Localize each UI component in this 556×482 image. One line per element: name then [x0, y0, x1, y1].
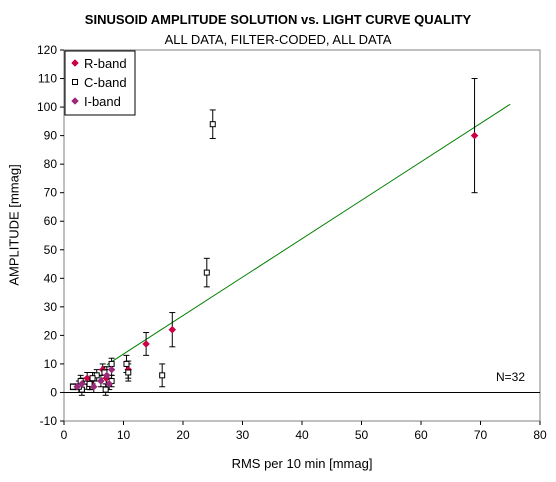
r-band-point	[142, 340, 150, 348]
y-tick-label: 100	[37, 100, 57, 114]
legend: R-band C-band I-band	[64, 50, 136, 116]
c-band-point	[125, 369, 132, 376]
r-band-point	[168, 325, 177, 334]
axis-ticks	[60, 49, 541, 425]
i-band-point	[77, 380, 86, 388]
error-bars	[69, 78, 478, 396]
legend-marker-r-band	[71, 59, 79, 67]
i-band-point	[105, 380, 114, 388]
y-tick-label: 0	[50, 385, 57, 399]
x-tick-labels: 0 10 20 30 40 50 60 70 80	[61, 428, 547, 442]
i-band-point	[107, 365, 116, 374]
c-band-point	[102, 386, 109, 393]
y-tick-label: 20	[44, 328, 58, 342]
data-points	[69, 121, 479, 393]
legend-marker-i-band	[71, 97, 79, 105]
chart-subtitle: ALL DATA, FILTER-CODED, ALL DATA	[164, 32, 392, 47]
y-tick-label: 40	[44, 271, 58, 285]
trend-line	[106, 103, 511, 366]
c-band-point	[123, 360, 130, 367]
y-tick-label: 50	[44, 243, 58, 257]
x-axis-label: RMS per 10 min [mmag]	[231, 456, 373, 471]
x-tick-label: 70	[474, 428, 488, 442]
x-tick-label: 50	[355, 428, 369, 442]
x-tick-label: 60	[414, 428, 428, 442]
x-tick-label: 80	[533, 428, 547, 442]
c-band-point	[209, 121, 216, 128]
x-tick-label: 10	[117, 428, 131, 442]
c-band-point	[108, 360, 115, 367]
y-axis-label: AMPLITUDE [mmag]	[6, 164, 22, 286]
y-tick-label: 110	[38, 72, 57, 86]
c-band-point	[203, 269, 210, 276]
x-tick-label: 40	[295, 428, 309, 442]
y-tick-label: 90	[44, 129, 58, 143]
i-band-point	[97, 377, 105, 385]
r-band-point	[470, 131, 479, 140]
c-band-point	[159, 372, 166, 379]
y-tick-label: -10	[40, 414, 58, 428]
c-band-point	[89, 375, 96, 382]
y-tick-label: 60	[44, 214, 58, 228]
y-tick-label: 70	[44, 186, 58, 200]
x-tick-label: 20	[176, 428, 190, 442]
legend-marker-c-band	[72, 79, 78, 85]
fit-line-group	[106, 103, 511, 366]
legend-label-r-band: R-band	[84, 56, 127, 71]
legend-label-i-band: I-band	[84, 94, 121, 109]
y-tick-label: 80	[44, 157, 58, 171]
chart-title: SINUSOID AMPLITUDE SOLUTION vs. LIGHT CU…	[84, 12, 472, 27]
legend-label-c-band: C-band	[84, 75, 127, 90]
y-tick-labels: -10 0 10 20 30 40 50 60 70 80 90 100 110 120	[37, 43, 57, 428]
i-band-point	[89, 382, 98, 391]
n-count-annotation: N=32	[496, 370, 526, 384]
x-tick-label: 0	[61, 428, 68, 442]
x-tick-label: 30	[236, 428, 250, 442]
y-tick-label: 10	[44, 357, 58, 371]
i-band-point	[73, 382, 81, 391]
y-tick-label: 30	[44, 300, 58, 314]
i-band-point	[102, 371, 111, 380]
y-tick-label: 120	[37, 43, 57, 57]
